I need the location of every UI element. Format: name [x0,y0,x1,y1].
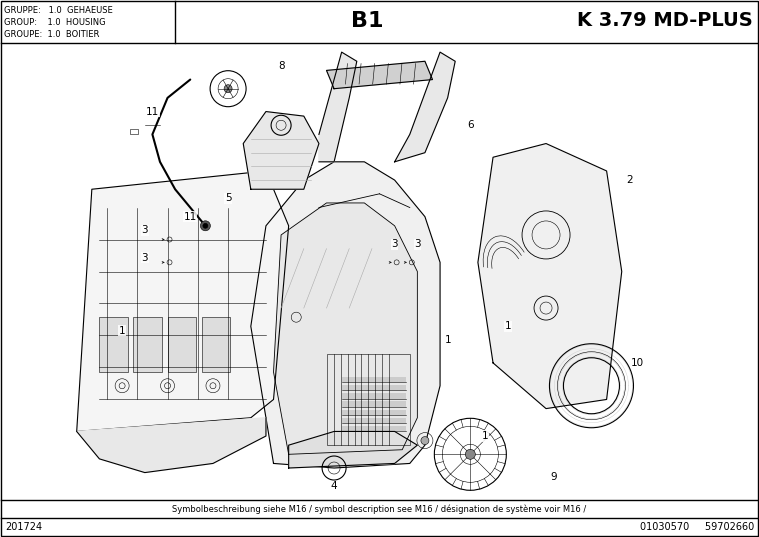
Text: K 3.79 MD-PLUS: K 3.79 MD-PLUS [578,11,753,31]
Text: 3: 3 [392,239,398,249]
Bar [342,393,406,398]
Bar [342,385,406,390]
Text: 1: 1 [444,335,451,345]
Text: 3: 3 [414,239,420,249]
Text: 201724: 201724 [5,522,43,532]
Text: 3: 3 [141,226,148,235]
Polygon shape [243,112,319,189]
Circle shape [421,437,429,445]
Text: 1: 1 [119,326,125,336]
Bar [130,129,137,134]
Text: 01030570     59702660: 01030570 59702660 [640,522,754,532]
Text: 6: 6 [467,120,474,130]
Polygon shape [250,162,440,468]
Bar [342,401,406,407]
Bar [168,317,197,372]
Bar [342,418,406,423]
Text: Symbolbeschreibung siehe M16 / symbol description see M16 / désignation de systè: Symbolbeschreibung siehe M16 / symbol de… [172,504,587,514]
Circle shape [200,221,210,231]
Text: 3: 3 [141,253,148,263]
Polygon shape [478,143,622,409]
Bar [134,317,162,372]
Circle shape [203,223,208,228]
Text: B1: B1 [351,11,383,31]
Bar [342,426,406,431]
Text: GRUPPE:   1.0  GEHAEUSE: GRUPPE: 1.0 GEHAEUSE [4,6,113,15]
Text: 4: 4 [331,481,338,491]
Bar [326,354,410,445]
Circle shape [465,449,475,459]
Polygon shape [77,171,288,431]
FancyArrowPatch shape [404,261,406,264]
Text: 1: 1 [505,321,512,331]
Polygon shape [319,52,357,162]
Polygon shape [326,61,433,89]
Text: GROUP:    1.0  HOUSING: GROUP: 1.0 HOUSING [4,18,106,27]
Text: 5: 5 [225,193,231,204]
Text: 2: 2 [626,175,632,185]
Bar [342,376,406,382]
Circle shape [224,85,232,93]
Polygon shape [77,418,266,473]
Polygon shape [288,431,417,468]
Text: 1: 1 [482,431,489,441]
Bar [342,410,406,415]
Text: 8: 8 [278,61,285,71]
Text: 11: 11 [146,106,159,117]
Text: 11: 11 [184,212,197,222]
Text: GROUPE:  1.0  BOITIER: GROUPE: 1.0 BOITIER [4,30,99,39]
Bar [202,317,231,372]
Text: 9: 9 [550,472,557,482]
Text: 10: 10 [630,358,644,368]
Polygon shape [273,203,417,454]
FancyArrowPatch shape [162,238,164,241]
Polygon shape [395,52,455,162]
Bar [99,317,128,372]
FancyArrowPatch shape [162,261,164,264]
FancyArrowPatch shape [389,261,391,264]
